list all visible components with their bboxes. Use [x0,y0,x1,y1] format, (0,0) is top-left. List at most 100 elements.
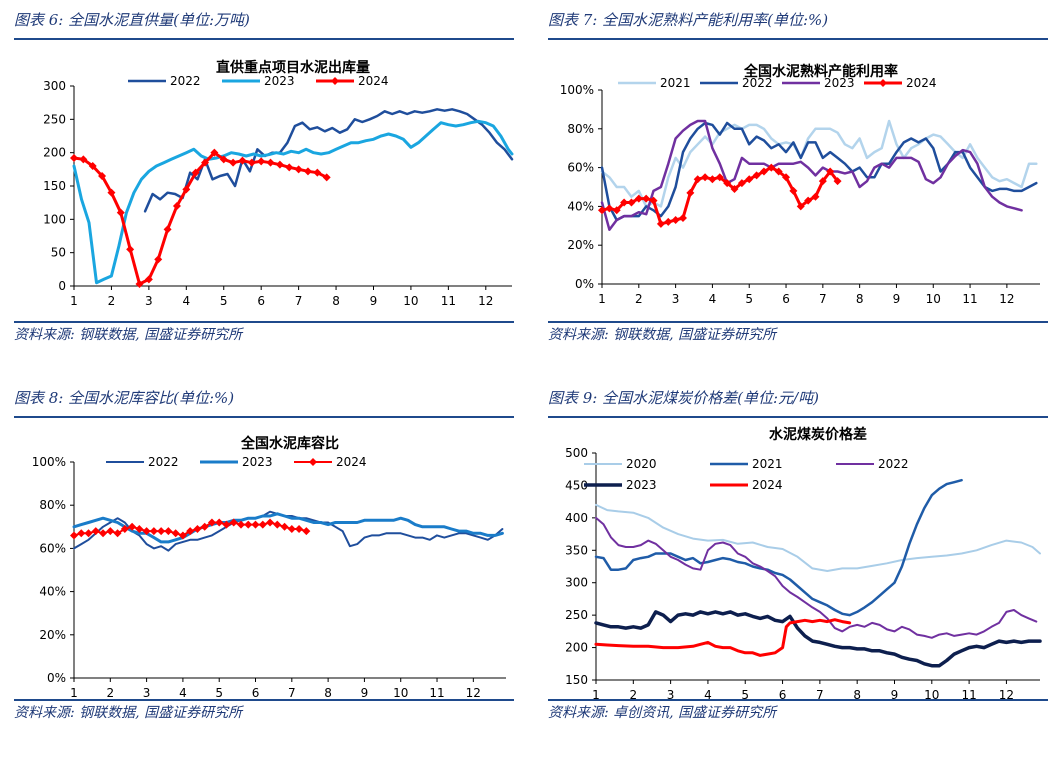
x-tick-label: 10 [393,686,408,700]
data-point-2024 [649,196,658,205]
x-tick-label: 8 [324,686,332,700]
x-tick-label: 3 [145,294,153,308]
legend-label-2022: 2022 [742,76,773,90]
x-tick-label: 1 [598,292,606,306]
data-point-2024 [302,527,311,536]
data-point-2024 [91,527,100,536]
data-point-2024 [642,194,651,203]
data-point-2024 [678,214,687,223]
data-point-2024 [164,527,173,536]
x-tick-label: 5 [220,294,228,308]
data-point-2024 [313,168,322,177]
data-point-2024 [113,529,122,538]
y-tick-label: 200 [43,146,66,160]
series-line-2022 [143,108,514,213]
figure-caption: 图表 9: 全国水泥煤炭价格差(单位:元/吨) [548,389,819,407]
caption-rule [14,38,514,40]
y-tick-label: 100% [32,455,66,469]
data-point-2024 [135,280,144,288]
data-point-2024 [247,158,256,167]
figure-caption: 图表 8: 全国水泥库容比(单位:%) [14,389,235,407]
data-point-2024 [767,163,776,172]
y-tick-label: 300 [565,576,588,590]
data-point-2024 [303,167,312,176]
data-point-2024 [128,522,137,531]
x-tick-label: 2 [106,686,114,700]
data-point-2024 [191,168,200,177]
data-point-2024 [266,518,275,527]
data-point-2024 [627,198,636,207]
series-line-2022 [600,121,1038,222]
x-tick-label: 1 [70,686,78,700]
legend-label-2022: 2022 [878,457,909,471]
data-point-2024 [723,179,732,188]
x-tick-label: 2 [108,294,116,308]
data-point-2024 [701,173,710,182]
source-note: 资料来源: 钢联数据, 国盛证券研究所 [548,327,777,343]
data-point-2024 [98,172,107,180]
data-point-2024 [759,167,768,176]
legend-label-2024: 2024 [358,74,389,88]
data-point-2024 [686,188,695,197]
data-point-2024 [708,175,717,184]
data-point-2024 [99,529,108,538]
data-point-2024 [144,275,153,284]
y-tick-label: 450 [565,478,588,492]
source-rule [548,321,1048,323]
y-tick-label: 50 [51,246,66,260]
data-point-2024 [229,158,238,167]
x-tick-label: 7 [295,294,303,308]
data-point-2024 [796,202,805,211]
y-tick-label: 150 [565,673,588,687]
x-tick-label: 5 [745,292,753,306]
y-tick-label: 350 [565,543,588,557]
x-tick-label: 12 [999,292,1014,306]
x-tick-label: 6 [782,292,790,306]
y-tick-label: 250 [43,112,66,126]
data-point-2024 [116,208,125,217]
series-line-2024 [594,618,852,657]
data-point-2024 [126,245,135,254]
data-point-2024 [107,188,116,197]
data-point-2024 [251,520,260,529]
x-tick-label: 12 [466,686,481,700]
data-point-2024 [811,192,820,201]
series-line-2022 [595,516,1038,639]
y-tick-label: 250 [565,608,588,622]
x-tick-label: 10 [926,292,941,306]
series-line-2021 [600,119,1038,208]
chart-title: 全国水泥库容比 [240,435,339,452]
data-point-2024 [656,219,665,228]
x-tick-label: 8 [856,292,864,306]
data-point-2024 [77,529,86,538]
data-point-2024 [266,158,275,167]
data-point-2024 [135,524,144,533]
data-point-2024 [178,531,187,540]
data-point-2024 [774,167,783,176]
y-tick-label: 80% [39,498,66,512]
legend-label-2022: 2022 [148,455,179,469]
series-line-2020 [595,503,1041,572]
legend-label-2022: 2022 [170,74,201,88]
y-tick-label: 60% [567,161,594,175]
series-line-2024 [600,166,840,226]
source-note: 资料来源: 钢联数据, 国盛证券研究所 [14,705,243,721]
x-tick-label: 11 [962,292,977,306]
legend-label-2024: 2024 [336,455,367,469]
data-point-2024 [186,527,195,536]
data-point-2024 [215,518,224,527]
data-point-2024 [70,531,78,540]
data-point-2024 [120,524,129,533]
data-point-2024 [752,171,761,180]
x-tick-label: 6 [257,294,265,308]
caption-rule [548,38,1048,40]
y-tick-label: 20% [567,238,594,252]
figure-caption: 图表 7: 全国水泥熟料产能利用率(单位:%) [548,11,829,29]
x-tick-label: 6 [252,686,260,700]
data-point-2024 [273,520,282,529]
data-point-2024 [70,154,78,162]
data-point-2024 [84,529,93,538]
data-point-2024 [612,206,621,215]
data-point-2024 [693,175,702,184]
x-tick-label: 2 [635,292,643,306]
